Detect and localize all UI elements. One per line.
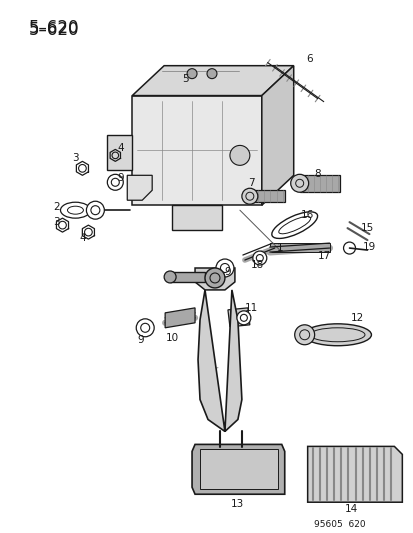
Text: 6: 6	[306, 54, 312, 64]
Ellipse shape	[271, 212, 317, 238]
Circle shape	[164, 271, 176, 283]
Text: 14: 14	[344, 504, 357, 514]
Text: 8: 8	[313, 169, 320, 179]
Text: 9: 9	[117, 173, 123, 183]
Polygon shape	[299, 175, 339, 192]
Ellipse shape	[60, 202, 90, 218]
Circle shape	[86, 201, 104, 219]
Text: 1: 1	[276, 243, 282, 253]
Polygon shape	[197, 290, 241, 431]
Circle shape	[187, 69, 197, 79]
Polygon shape	[165, 308, 195, 328]
Circle shape	[206, 69, 216, 79]
Text: 15: 15	[360, 223, 373, 233]
Polygon shape	[261, 66, 293, 205]
Text: 95605  620: 95605 620	[313, 520, 365, 529]
Circle shape	[290, 174, 308, 192]
Text: 9: 9	[224, 267, 231, 277]
Text: 4: 4	[117, 143, 123, 154]
Circle shape	[294, 325, 314, 345]
Circle shape	[236, 311, 250, 325]
Polygon shape	[269, 243, 329, 252]
Ellipse shape	[303, 324, 370, 346]
Text: 4: 4	[79, 233, 85, 243]
Text: 9: 9	[137, 335, 143, 345]
Polygon shape	[170, 272, 204, 282]
Text: 11: 11	[244, 303, 258, 313]
Text: 7: 7	[248, 178, 254, 188]
Text: 5: 5	[181, 74, 188, 84]
Text: 12: 12	[350, 313, 363, 323]
Circle shape	[136, 319, 154, 337]
Polygon shape	[249, 190, 284, 202]
Text: 13: 13	[231, 499, 244, 509]
Text: 3: 3	[72, 154, 78, 163]
Text: 18: 18	[251, 260, 264, 270]
Polygon shape	[307, 447, 401, 502]
Polygon shape	[195, 268, 234, 290]
Text: 17: 17	[317, 251, 330, 261]
Polygon shape	[107, 135, 132, 171]
Circle shape	[241, 188, 257, 204]
Circle shape	[229, 146, 249, 165]
Polygon shape	[127, 175, 152, 200]
Text: 2: 2	[53, 202, 59, 212]
Text: 16: 16	[300, 210, 313, 220]
Polygon shape	[132, 66, 293, 95]
Polygon shape	[228, 308, 249, 327]
Circle shape	[204, 268, 224, 288]
Polygon shape	[132, 95, 261, 205]
Text: 10: 10	[165, 333, 178, 343]
Circle shape	[252, 251, 266, 265]
Text: 19: 19	[362, 242, 375, 252]
Text: 3: 3	[53, 217, 59, 227]
Circle shape	[107, 174, 123, 190]
Circle shape	[216, 259, 233, 277]
Text: 5–620: 5–620	[28, 21, 79, 39]
Polygon shape	[199, 449, 277, 489]
Polygon shape	[192, 445, 284, 494]
Polygon shape	[172, 205, 221, 230]
Text: 5–620: 5–620	[28, 19, 79, 37]
